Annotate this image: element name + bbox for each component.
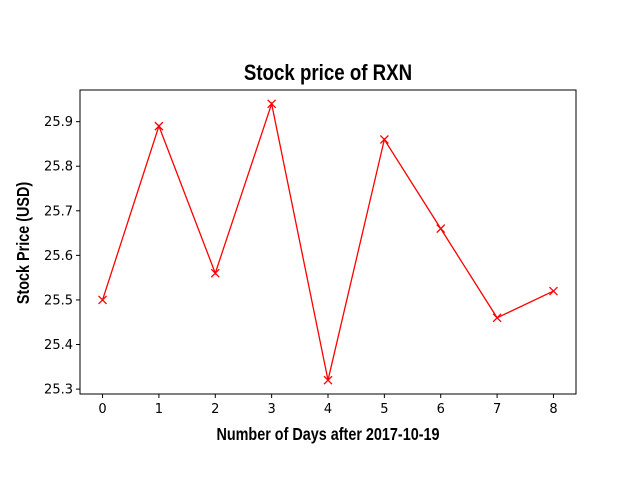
x-axis-title: Number of Days after 2017-10-19 bbox=[216, 425, 439, 445]
x-tick-label: 2 bbox=[211, 402, 219, 417]
data-point-marker bbox=[323, 375, 333, 385]
y-tick-label: 25.3 bbox=[44, 383, 73, 398]
plot-area-frame bbox=[79, 89, 577, 395]
data-point-marker bbox=[210, 268, 220, 278]
data-point-marker bbox=[98, 295, 108, 305]
y-tick-label: 25.7 bbox=[44, 204, 73, 219]
x-tick-label: 1 bbox=[155, 402, 163, 417]
data-point-marker bbox=[154, 121, 164, 131]
y-tick-label: 25.9 bbox=[44, 115, 73, 130]
y-tick-label: 25.5 bbox=[44, 293, 73, 308]
data-point-marker bbox=[436, 224, 446, 234]
data-point-marker bbox=[492, 313, 502, 323]
x-tick-label: 7 bbox=[493, 402, 501, 417]
data-point-marker bbox=[267, 99, 277, 109]
chart-title: Stock price of RXN bbox=[244, 62, 412, 86]
x-tick-label: 3 bbox=[267, 402, 275, 417]
data-point-marker bbox=[379, 135, 389, 144]
x-tick-label: 8 bbox=[549, 402, 557, 417]
axis-ticks: 0 1 2 3 4 5 6 7 8 25.3 25.4 25.5 25.6 25.7 25.8 25.9 bbox=[44, 115, 558, 417]
x-tick-label: 6 bbox=[437, 402, 445, 417]
x-tick-label: 4 bbox=[324, 402, 332, 417]
x-tick-label: 0 bbox=[98, 402, 106, 417]
y-tick-label: 25.8 bbox=[44, 160, 73, 175]
y-axis-title: Stock Price (USD) bbox=[14, 182, 34, 304]
series-layer bbox=[98, 99, 558, 385]
x-tick-label: 5 bbox=[380, 402, 388, 417]
y-tick-label: 25.6 bbox=[44, 249, 73, 264]
data-point-marker bbox=[548, 286, 558, 296]
y-tick-label: 25.4 bbox=[44, 338, 73, 353]
